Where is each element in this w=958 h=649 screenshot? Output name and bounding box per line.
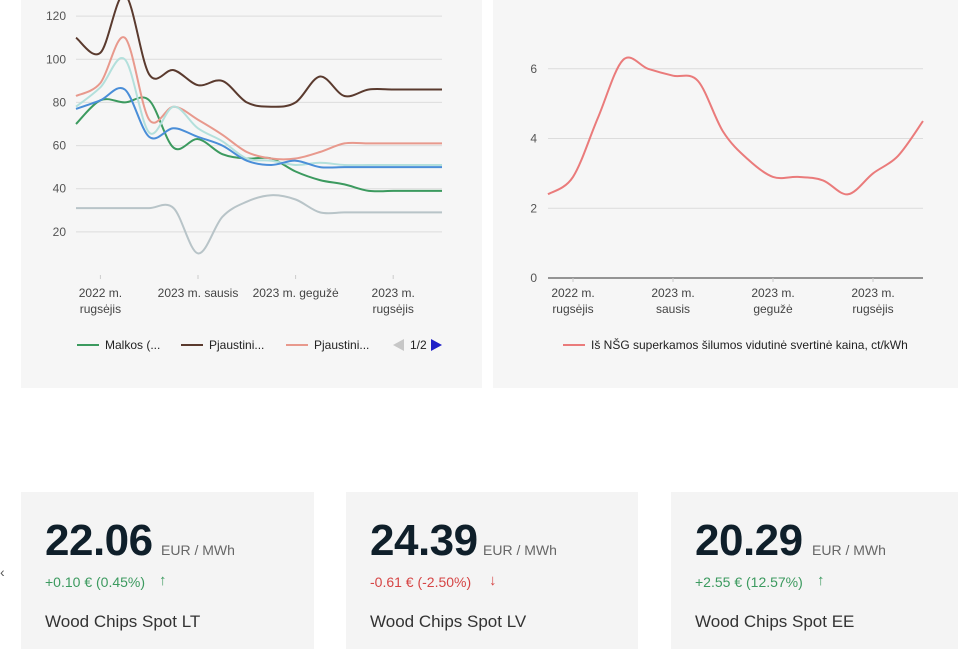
legend-label: Pjaustini...	[209, 338, 264, 352]
y-tick-label: 20	[53, 225, 67, 239]
chart-panel-left: 20 40 60 80 100 120 2022 m. rugsėjis 2023 m. sau…	[21, 0, 482, 388]
y-tick-label: 4	[530, 132, 537, 146]
series-line	[76, 194, 442, 255]
x-tick-label: rugsėjis	[80, 302, 121, 316]
price-unit: EUR / MWh	[161, 542, 235, 558]
y-tick-label: 60	[53, 139, 67, 153]
price-unit: EUR / MWh	[812, 542, 886, 558]
price-change: +0.10 € (0.45%)	[45, 574, 146, 590]
y-tick-label: 6	[530, 62, 537, 76]
legend-page-indicator: 1/2	[410, 338, 427, 352]
x-tick-label: rugsėjis	[852, 302, 893, 316]
triangle-right-icon	[431, 339, 442, 351]
x-tick-label: 2022 m.	[79, 286, 122, 300]
x-tick-label: 2023 m. gegužė	[253, 286, 339, 300]
arrow-down-icon: ↓	[489, 572, 497, 589]
series-line	[75, 36, 442, 161]
x-tick-label: rugsėjis	[552, 302, 593, 316]
x-tick-label: 2023 m.	[751, 286, 794, 300]
series-line	[75, 87, 442, 169]
line-chart-right: 0 2 4 6 2022 m. rugsėjis 2023 m. sausis 2023 m. g…	[530, 56, 924, 352]
product-name: Wood Chips Spot EE	[695, 612, 855, 631]
y-tick-label: 0	[530, 271, 537, 285]
y-tick-label: 2	[530, 201, 537, 215]
y-tick-label: 100	[46, 52, 66, 66]
price-unit: EUR / MWh	[483, 542, 557, 558]
series-line	[75, 0, 442, 108]
x-tick-label: sausis	[656, 302, 690, 316]
price-card-lt[interactable]: 22.06 EUR / MWh +0.10 € (0.45%) ↑ Wood C…	[21, 492, 314, 649]
price-value: 24.39	[370, 516, 478, 565]
product-name: Wood Chips Spot LT	[45, 612, 201, 631]
x-tick-label: 2023 m.	[372, 286, 415, 300]
x-tick-label: 2022 m.	[551, 286, 594, 300]
y-tick-label: 40	[53, 182, 67, 196]
legend-label: Malkos (...	[105, 338, 160, 352]
legend-label: Iš NŠG superkamos šilumos vidutinė svert…	[591, 337, 908, 352]
x-tick-label: rugsėjis	[373, 302, 414, 316]
series-line	[75, 56, 442, 167]
price-card-ee[interactable]: 20.29 EUR / MWh +2.55 € (12.57%) ↑ Wood …	[671, 492, 958, 649]
price-change: -0.61 € (-2.50%)	[370, 574, 472, 590]
price-value: 20.29	[695, 516, 803, 565]
series-line	[547, 56, 924, 196]
arrow-up-icon: ↑	[159, 572, 167, 589]
chart-panel-right: 0 2 4 6 2022 m. rugsėjis 2023 m. sausis 2023 m. g…	[493, 0, 958, 388]
legend-label: Pjaustini...	[314, 338, 369, 352]
arrow-up-icon: ↑	[817, 572, 825, 589]
product-name: Wood Chips Spot LV	[370, 612, 527, 631]
edge-icon: ‹	[0, 564, 5, 580]
y-tick-label: 80	[53, 95, 67, 109]
y-tick-label: 120	[46, 9, 66, 23]
x-tick-label: 2023 m.	[651, 286, 694, 300]
triangle-left-icon	[393, 339, 404, 351]
line-chart-left: 20 40 60 80 100 120 2022 m. rugsėjis 2023 m. sau…	[46, 0, 442, 352]
price-card-lv[interactable]: 24.39 EUR / MWh -0.61 € (-2.50%) ↓ Wood …	[346, 492, 638, 649]
x-tick-label: 2023 m.	[851, 286, 894, 300]
price-change: +2.55 € (12.57%)	[695, 574, 803, 590]
x-tick-label: 2023 m. sausis	[158, 286, 239, 300]
x-tick-label: gegužė	[753, 302, 793, 316]
price-value: 22.06	[45, 516, 153, 565]
